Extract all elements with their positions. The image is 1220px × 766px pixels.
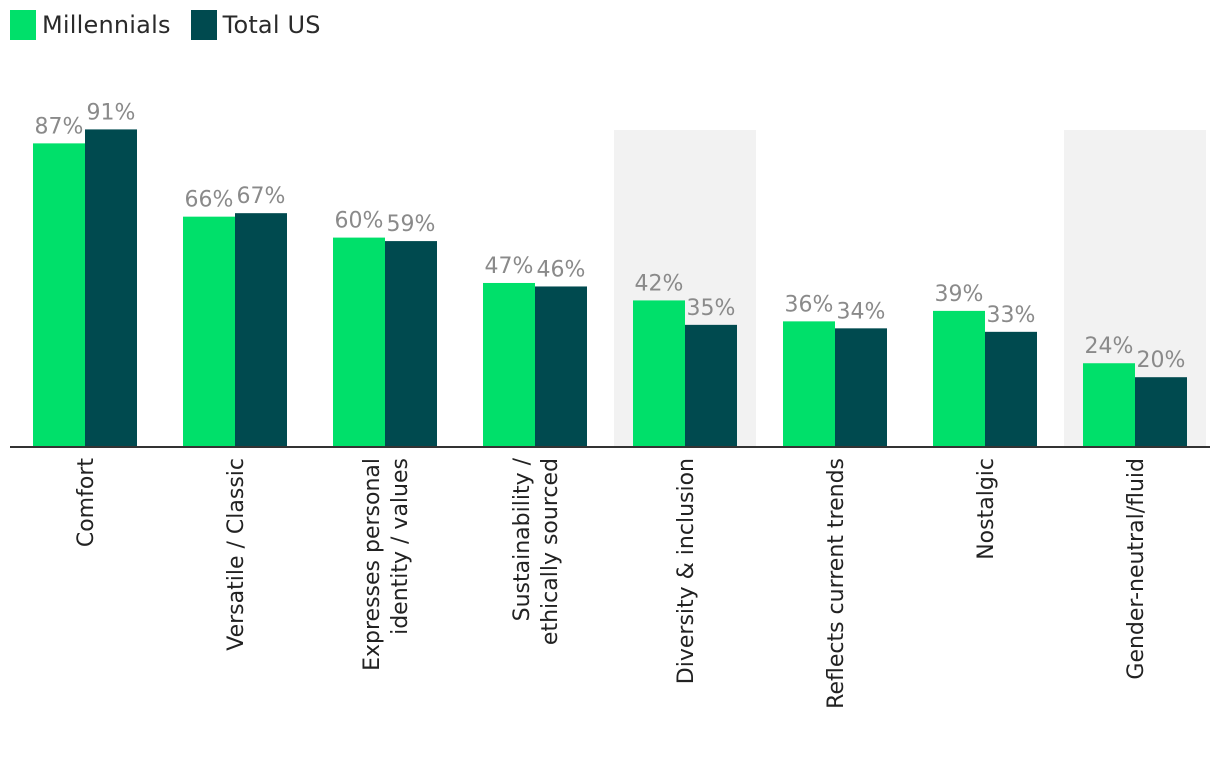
bar: [385, 241, 437, 447]
data-label: 33%: [987, 303, 1036, 328]
data-label: 39%: [935, 282, 984, 307]
category-label: Diversity & inclusion: [674, 458, 699, 684]
category-label: Expresses personal: [360, 458, 385, 671]
bar: [333, 238, 385, 447]
data-label: 42%: [635, 271, 684, 296]
data-label: 67%: [237, 184, 286, 209]
bar: [1135, 377, 1187, 447]
data-label: 66%: [185, 188, 234, 213]
category-label: Comfort: [74, 458, 99, 548]
category-label: Sustainability /: [510, 457, 535, 621]
data-label: 60%: [335, 209, 384, 234]
bar: [835, 328, 887, 447]
data-label: 47%: [485, 254, 534, 279]
bar: [783, 321, 835, 447]
bar: [985, 332, 1037, 447]
data-label: 91%: [87, 100, 136, 125]
category-label: ethically sourced: [538, 458, 563, 645]
bar: [33, 143, 85, 447]
category-label: Nostalgic: [974, 458, 999, 560]
data-label: 87%: [35, 114, 84, 139]
data-label: 35%: [687, 296, 736, 321]
category-label: Gender-neutral/fluid: [1124, 458, 1149, 680]
data-label: 20%: [1137, 348, 1186, 373]
data-label: 36%: [785, 292, 834, 317]
bar: [633, 300, 685, 447]
category-label: identity / values: [388, 458, 413, 635]
bar: [483, 283, 535, 447]
bar: [1083, 363, 1135, 447]
bar: [235, 213, 287, 447]
bar: [183, 217, 235, 447]
data-label: 34%: [837, 299, 886, 324]
bar: [685, 325, 737, 447]
bar: [85, 129, 137, 447]
category-label: Reflects current trends: [824, 458, 849, 709]
data-label: 24%: [1085, 334, 1134, 359]
data-label: 46%: [537, 257, 586, 282]
bar: [535, 286, 587, 447]
category-label: Versatile / Classic: [224, 458, 249, 651]
data-label: 59%: [387, 212, 436, 237]
bar: [933, 311, 985, 447]
